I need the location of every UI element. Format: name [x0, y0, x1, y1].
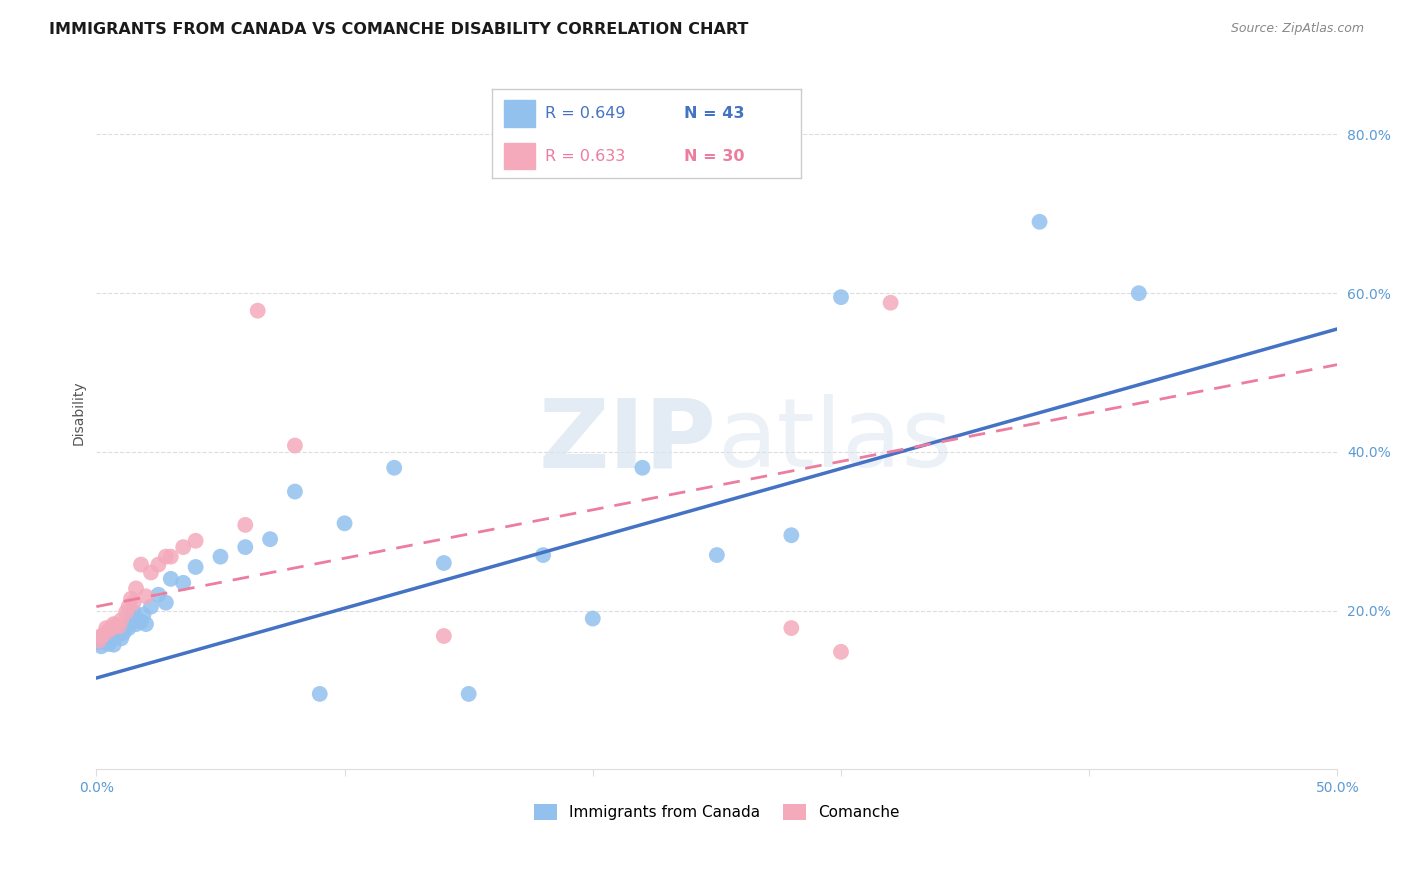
Point	[233, 540, 256, 554]
Text: IMMIGRANTS FROM CANADA VS COMANCHE DISABILITY CORRELATION CHART: IMMIGRANTS FROM CANADA VS COMANCHE DISAB…	[49, 22, 748, 37]
Point	[233, 517, 256, 532]
Point	[90, 640, 112, 654]
Point	[107, 627, 129, 641]
Point	[120, 591, 142, 606]
Point	[457, 687, 479, 701]
Point	[132, 607, 155, 622]
FancyBboxPatch shape	[505, 143, 536, 169]
Legend: Immigrants from Canada, Comanche: Immigrants from Canada, Comanche	[527, 797, 905, 826]
Point	[159, 549, 181, 564]
Point	[382, 460, 405, 475]
Point	[184, 533, 207, 548]
Point	[112, 625, 135, 640]
Point	[100, 621, 122, 635]
Point	[100, 632, 122, 647]
Point	[135, 590, 157, 604]
Point	[107, 619, 129, 633]
Point	[87, 633, 110, 648]
Point	[830, 645, 852, 659]
Point	[97, 624, 120, 638]
Point	[120, 610, 142, 624]
Point	[184, 560, 207, 574]
Point	[631, 460, 654, 475]
Point	[830, 290, 852, 304]
Point	[155, 596, 177, 610]
FancyBboxPatch shape	[505, 100, 536, 127]
Point	[128, 613, 150, 627]
Point	[172, 540, 194, 554]
Text: R = 0.649: R = 0.649	[544, 106, 626, 120]
Point	[97, 637, 120, 651]
Point	[172, 575, 194, 590]
Point	[115, 605, 138, 619]
Point	[135, 617, 157, 632]
Point	[433, 556, 456, 570]
Point	[531, 548, 554, 562]
Point	[706, 548, 728, 562]
Text: N = 43: N = 43	[683, 106, 744, 120]
Y-axis label: Disability: Disability	[72, 380, 86, 444]
Point	[110, 632, 132, 646]
Point	[115, 619, 138, 633]
Point	[122, 596, 145, 610]
Point	[93, 629, 115, 643]
Point	[139, 566, 162, 580]
Point	[90, 629, 112, 643]
Point	[103, 638, 125, 652]
Text: Source: ZipAtlas.com: Source: ZipAtlas.com	[1230, 22, 1364, 36]
Point	[333, 516, 356, 531]
Point	[122, 605, 145, 619]
Point	[148, 558, 170, 572]
Point	[284, 484, 307, 499]
Point	[433, 629, 456, 643]
Point	[780, 621, 803, 635]
Point	[117, 599, 139, 614]
Point	[103, 617, 125, 632]
Point	[246, 303, 269, 318]
Point	[155, 549, 177, 564]
Point	[105, 624, 128, 638]
Point	[139, 599, 162, 614]
Point	[780, 528, 803, 542]
Point	[284, 438, 307, 452]
Point	[117, 621, 139, 635]
Point	[96, 621, 118, 635]
Point	[96, 635, 118, 649]
Point	[209, 549, 232, 564]
Point	[129, 615, 152, 629]
Point	[87, 635, 110, 649]
Text: R = 0.633: R = 0.633	[544, 149, 624, 163]
Text: atlas: atlas	[717, 394, 952, 487]
Point	[259, 532, 281, 546]
Point	[105, 618, 128, 632]
Point	[125, 617, 148, 632]
Text: N = 30: N = 30	[683, 149, 744, 163]
Point	[1128, 286, 1150, 301]
Point	[129, 558, 152, 572]
Point	[148, 588, 170, 602]
Point	[1028, 215, 1050, 229]
Text: ZIP: ZIP	[538, 394, 717, 487]
Point	[879, 295, 901, 310]
Point	[159, 572, 181, 586]
Point	[308, 687, 330, 701]
Point	[125, 582, 148, 596]
Point	[110, 613, 132, 627]
Point	[93, 627, 115, 641]
Point	[582, 611, 605, 625]
